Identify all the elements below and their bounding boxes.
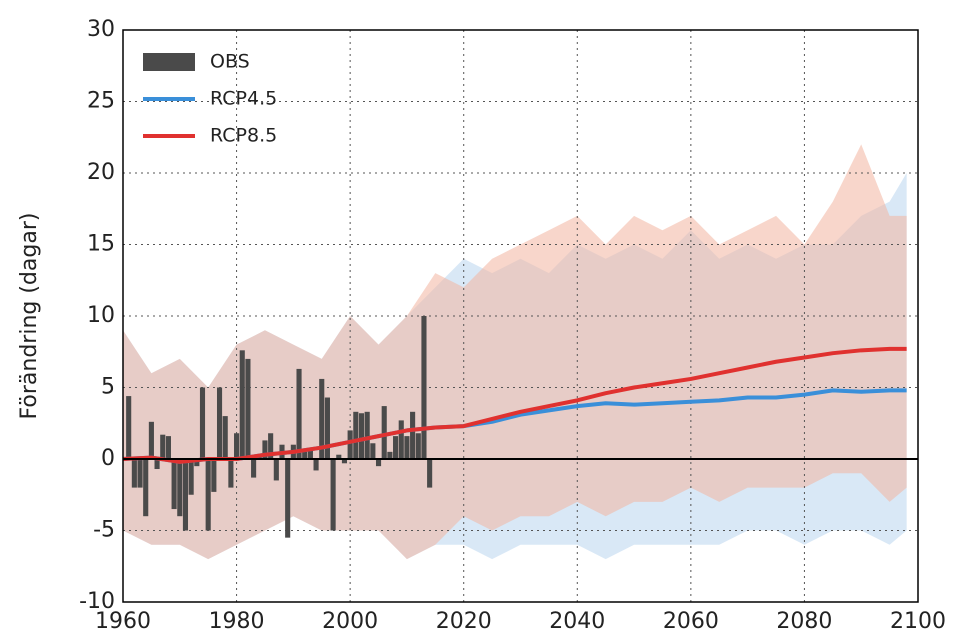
bar [353,411,359,459]
x-tick-label: 2100 [890,609,946,634]
bar [273,459,279,481]
bar [307,450,313,459]
legend-swatch [143,53,195,71]
y-axis-label: Förändring (dagar) [17,213,42,420]
range-band [123,144,907,560]
bar [131,459,137,488]
bar [211,459,217,492]
bar [364,411,370,459]
bar [324,397,330,459]
y-tick-label: 5 [101,375,115,400]
bar [330,459,336,531]
bar [336,454,342,459]
bar [148,421,154,459]
bar [177,459,183,517]
bar [239,350,245,459]
bar [319,378,325,459]
bar [387,451,393,459]
bar [126,396,132,459]
bar [381,406,387,459]
bar [415,433,421,459]
plot-frame [122,29,919,603]
bar [262,440,268,459]
line [122,346,907,464]
bar [347,430,353,459]
bar [160,434,166,459]
y-tick-label: 10 [87,303,115,328]
legend-label: RCP8.5 [210,125,277,147]
x-tick-label: 2080 [776,609,832,634]
bar [245,358,251,459]
bar [427,459,433,488]
y-tick-label: 20 [87,160,115,185]
bar [410,411,416,459]
bar [370,443,376,459]
x-tick-label: 1980 [209,609,265,634]
bar [228,459,234,488]
bar [285,459,291,538]
bar [154,459,160,470]
bar [171,459,177,510]
bar [199,387,206,459]
bar [143,459,149,517]
x-tick-label: 2000 [322,609,378,634]
x-tick-label: 2060 [663,609,719,634]
bar [182,459,189,531]
bar [313,459,319,471]
y-tick-label: 0 [101,446,115,471]
bar [205,459,211,531]
bar [302,451,308,459]
bar [194,459,200,467]
bar [296,368,302,459]
x-tick-label: 2020 [436,609,492,634]
bar [398,420,404,459]
legend-label: OBS [210,51,250,73]
bar [268,433,274,459]
y-tick-label: 15 [87,232,115,257]
y-tick-label: -10 [79,589,115,614]
bar [375,459,382,467]
bar [421,316,427,459]
bar [393,436,399,459]
x-tick-label: 2040 [549,609,605,634]
y-tick-label: 30 [87,17,115,42]
x-tick-label: 1960 [95,609,151,634]
bar [358,413,365,459]
bar [251,459,257,478]
bar [137,459,143,488]
bar [188,459,194,495]
bar [404,436,410,459]
bar [341,459,348,464]
bar [165,436,171,459]
legend-label: RCP4.5 [210,88,277,110]
y-tick-label: -5 [93,518,115,543]
bar [216,387,223,459]
bar [234,433,240,459]
y-tick-label: 25 [87,89,115,114]
bar [222,416,228,459]
